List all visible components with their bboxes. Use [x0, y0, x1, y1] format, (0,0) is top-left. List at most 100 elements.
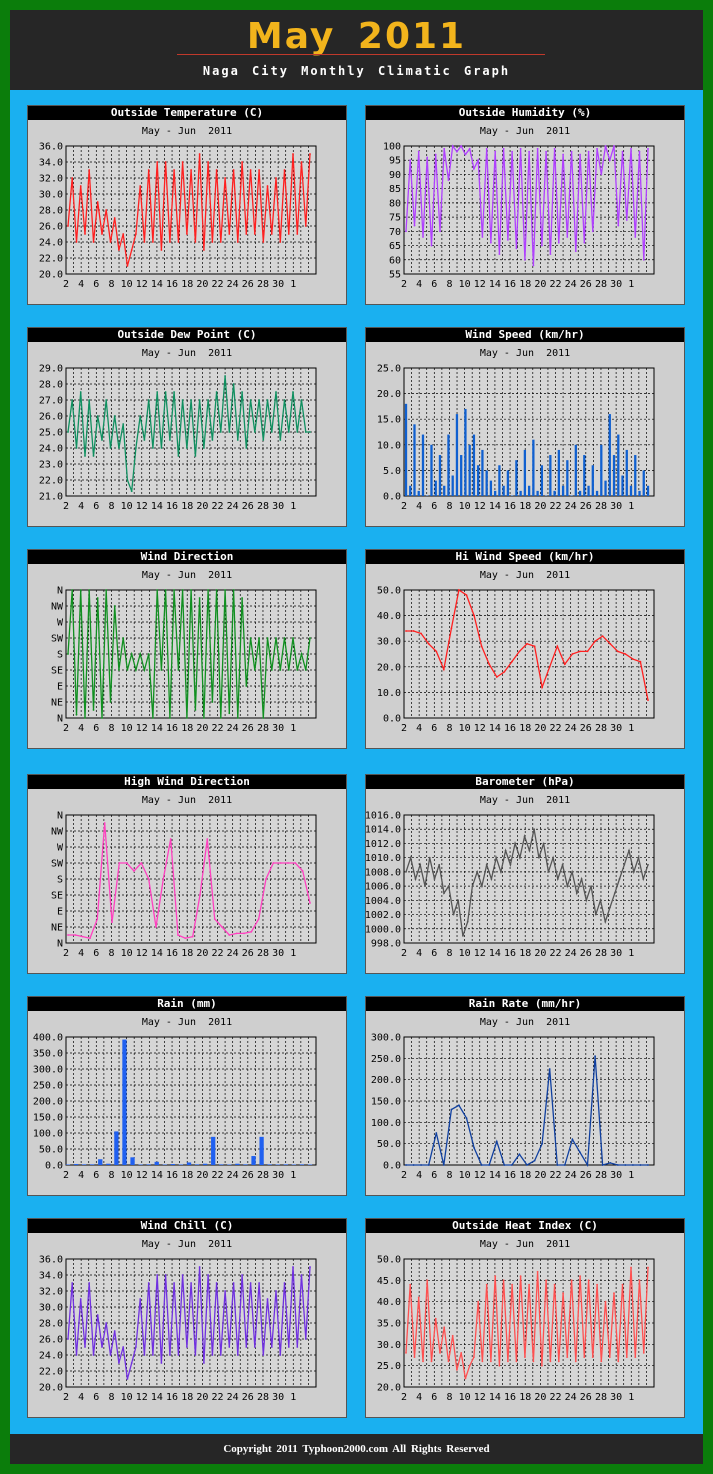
- data-point: [553, 1283, 556, 1286]
- data-point: [548, 1068, 551, 1070]
- data-point: [130, 653, 133, 655]
- data-point: [253, 431, 256, 433]
- data-point: [79, 185, 82, 187]
- x-tick-label: 4: [416, 501, 422, 512]
- data-point: [113, 1330, 116, 1332]
- x-tick-label: 1: [628, 948, 634, 959]
- x-tick-label: 1: [290, 723, 296, 734]
- y-tick-label: 24.0: [39, 238, 63, 249]
- y-tick-label: 32.0: [39, 174, 63, 185]
- data-point: [109, 701, 112, 703]
- data-bar: [578, 490, 582, 496]
- data-point: [601, 635, 604, 637]
- data-bar: [464, 408, 467, 496]
- data-point: [562, 1292, 564, 1294]
- data-point: [75, 241, 78, 243]
- data-point: [198, 597, 201, 599]
- x-tick-label: 6: [431, 279, 437, 290]
- data-point: [457, 899, 460, 902]
- data-point: [637, 856, 640, 859]
- x-tick-label: 1: [628, 723, 634, 734]
- data-point: [471, 885, 474, 887]
- y-tick-label: 25.0: [377, 1361, 401, 1372]
- y-tick-label: 40.0: [377, 1297, 401, 1308]
- data-point: [594, 1055, 596, 1058]
- data-point: [215, 169, 218, 171]
- data-point: [433, 878, 436, 880]
- data-point: [574, 250, 577, 253]
- data-point: [450, 1108, 453, 1111]
- x-tick-label: 22: [211, 501, 223, 512]
- data-point: [253, 233, 256, 235]
- x-tick-label: 10: [459, 1392, 471, 1403]
- chart-subtitle: May - Jun 2011: [141, 570, 233, 581]
- chart-subtitle: May - Jun 2011: [479, 570, 571, 581]
- data-point: [502, 1279, 505, 1282]
- chart-title: Outside Humidity (%): [366, 106, 684, 120]
- x-tick-label: 28: [257, 1392, 269, 1403]
- data-point: [224, 589, 227, 591]
- data-point: [519, 856, 521, 859]
- data-point: [139, 1298, 142, 1300]
- x-tick-label: 16: [166, 279, 178, 290]
- x-tick-label: 10: [121, 723, 133, 734]
- x-tick-label: 24: [565, 1170, 577, 1181]
- x-tick-label: 12: [136, 1170, 148, 1181]
- x-tick-label: 6: [93, 723, 99, 734]
- x-tick-label: 1: [290, 1392, 296, 1403]
- data-point: [422, 236, 424, 238]
- data-point: [173, 169, 176, 171]
- data-point: [426, 1279, 429, 1282]
- data-point: [147, 169, 150, 171]
- x-tick-label: 30: [272, 501, 284, 512]
- y-tick-label: 0.0: [383, 492, 401, 503]
- data-point: [258, 169, 260, 171]
- x-tick-label: 18: [181, 1170, 193, 1181]
- x-tick-label: 14: [489, 1392, 501, 1403]
- x-tick-label: 18: [519, 1170, 531, 1181]
- data-point: [494, 1275, 497, 1277]
- data-point: [75, 447, 78, 449]
- data-point: [228, 712, 231, 715]
- data-bar: [532, 439, 535, 496]
- data-bar: [591, 465, 594, 496]
- data-point: [71, 177, 74, 179]
- data-point: [617, 224, 620, 227]
- x-tick-label: 14: [151, 501, 163, 512]
- chart-panel-wind-chill: 20.0 22.0 24.0 26.0 28.0 30.0 32.0 34.0 36.0 2 4 6 8…: [27, 1218, 347, 1418]
- data-point: [624, 653, 627, 655]
- y-tick-label: 25.0: [39, 428, 63, 439]
- x-tick-label: 24: [227, 1392, 239, 1403]
- data-point: [460, 1352, 463, 1354]
- page-header: May 2011 Naga City Monthly Climatic Grap…: [10, 10, 703, 90]
- x-tick-label: 16: [166, 1392, 178, 1403]
- x-tick-label: 2: [401, 1392, 407, 1403]
- data-point: [616, 1164, 619, 1166]
- data-point: [630, 1266, 632, 1269]
- data-point: [160, 669, 163, 671]
- chart-svg: 0.05.010.015.020.025.02 4 6 8 10 12 14 16 18 20 22…: [377, 364, 655, 512]
- data-bar: [219, 1164, 224, 1165]
- data-point: [245, 233, 248, 235]
- data-point: [515, 247, 518, 250]
- data-point: [190, 399, 193, 401]
- data-point: [215, 589, 218, 591]
- chart-panel-rain-rate: 0.0 50.0 100.0 150.0 200.0 250.0 300.0 2 4 6 8 10 12…: [365, 996, 685, 1196]
- data-bar: [617, 434, 620, 496]
- series-line: [405, 144, 649, 266]
- data-point: [92, 709, 95, 711]
- data-point: [101, 1346, 103, 1348]
- y-tick-label: NW: [51, 602, 64, 613]
- data-point: [296, 233, 299, 235]
- data-bar: [477, 465, 480, 496]
- data-point: [608, 1356, 611, 1358]
- x-tick-label: 28: [257, 948, 269, 959]
- data-point: [424, 885, 426, 887]
- data-point: [417, 1296, 420, 1299]
- y-tick-label: 0.0: [383, 714, 401, 725]
- title-divider: [177, 54, 545, 55]
- data-bar: [98, 1159, 103, 1165]
- chart-subtitle: May - Jun 2011: [479, 795, 571, 806]
- x-tick-label: 1: [290, 1170, 296, 1181]
- data-point: [519, 147, 522, 150]
